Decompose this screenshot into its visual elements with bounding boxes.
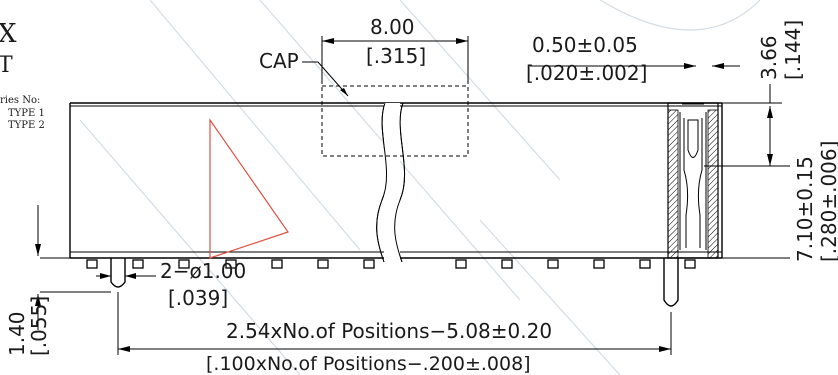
length-mm: 2.54xNo.of Positions−5.08±0.20 [226,319,552,343]
pin-tab [501,259,513,269]
pin-tab [317,259,329,269]
cap-width-mm: 8.00 [370,15,415,39]
top-mm: 3.66 [757,35,781,80]
pitch-mm: 0.50±0.05 [532,33,638,57]
pin-tab [132,259,144,269]
pin-tab [639,259,651,269]
cap-width-in: [.315] [366,44,426,68]
post-mm: 1.40 [5,311,29,356]
cap-outline [321,85,469,157]
pin-tab [547,259,559,269]
type2-label: TYPE 2 [8,120,45,131]
type1-label: TYPE 1 [8,108,45,119]
connector-body [69,102,723,263]
pitch-in: [.020±.002] [526,61,647,85]
series-label: ries No: [0,95,40,106]
dim-pitch [530,63,740,69]
pin-tab [455,259,467,269]
hole-mm: 2−ø1.00 [160,259,246,283]
watermark [79,0,761,375]
red-triangle-mark [209,118,289,259]
hole-in: [.039] [168,286,228,310]
dim-top [722,84,782,104]
height-in: [.280±.006] [817,141,838,262]
top-in: [.144] [781,20,805,80]
length-in: [.100xNo.of Positions−.200±.008] [206,353,531,375]
pin-tab [178,259,190,269]
height-mm: 7.10±0.15 [793,156,817,262]
corner-subtitle: T [0,53,13,78]
dim-hole [35,205,156,330]
corner-title: X [0,19,17,49]
dim-length [117,292,672,355]
pin-tab [684,259,696,269]
dim-height [704,106,790,259]
pin-tab [593,259,605,269]
left-post [110,258,126,288]
cap-label: CAP [259,49,299,73]
cap-arrow-icon [340,88,348,96]
right-post [663,258,679,307]
pin-row [86,259,696,269]
pin-tab [86,259,98,269]
pin-tab [363,259,375,269]
pin-tab [271,259,283,269]
post-in: [.055] [27,296,51,356]
dim-cap-width [321,36,469,84]
pin-tab [225,259,237,269]
contact-cutaway [667,102,719,259]
